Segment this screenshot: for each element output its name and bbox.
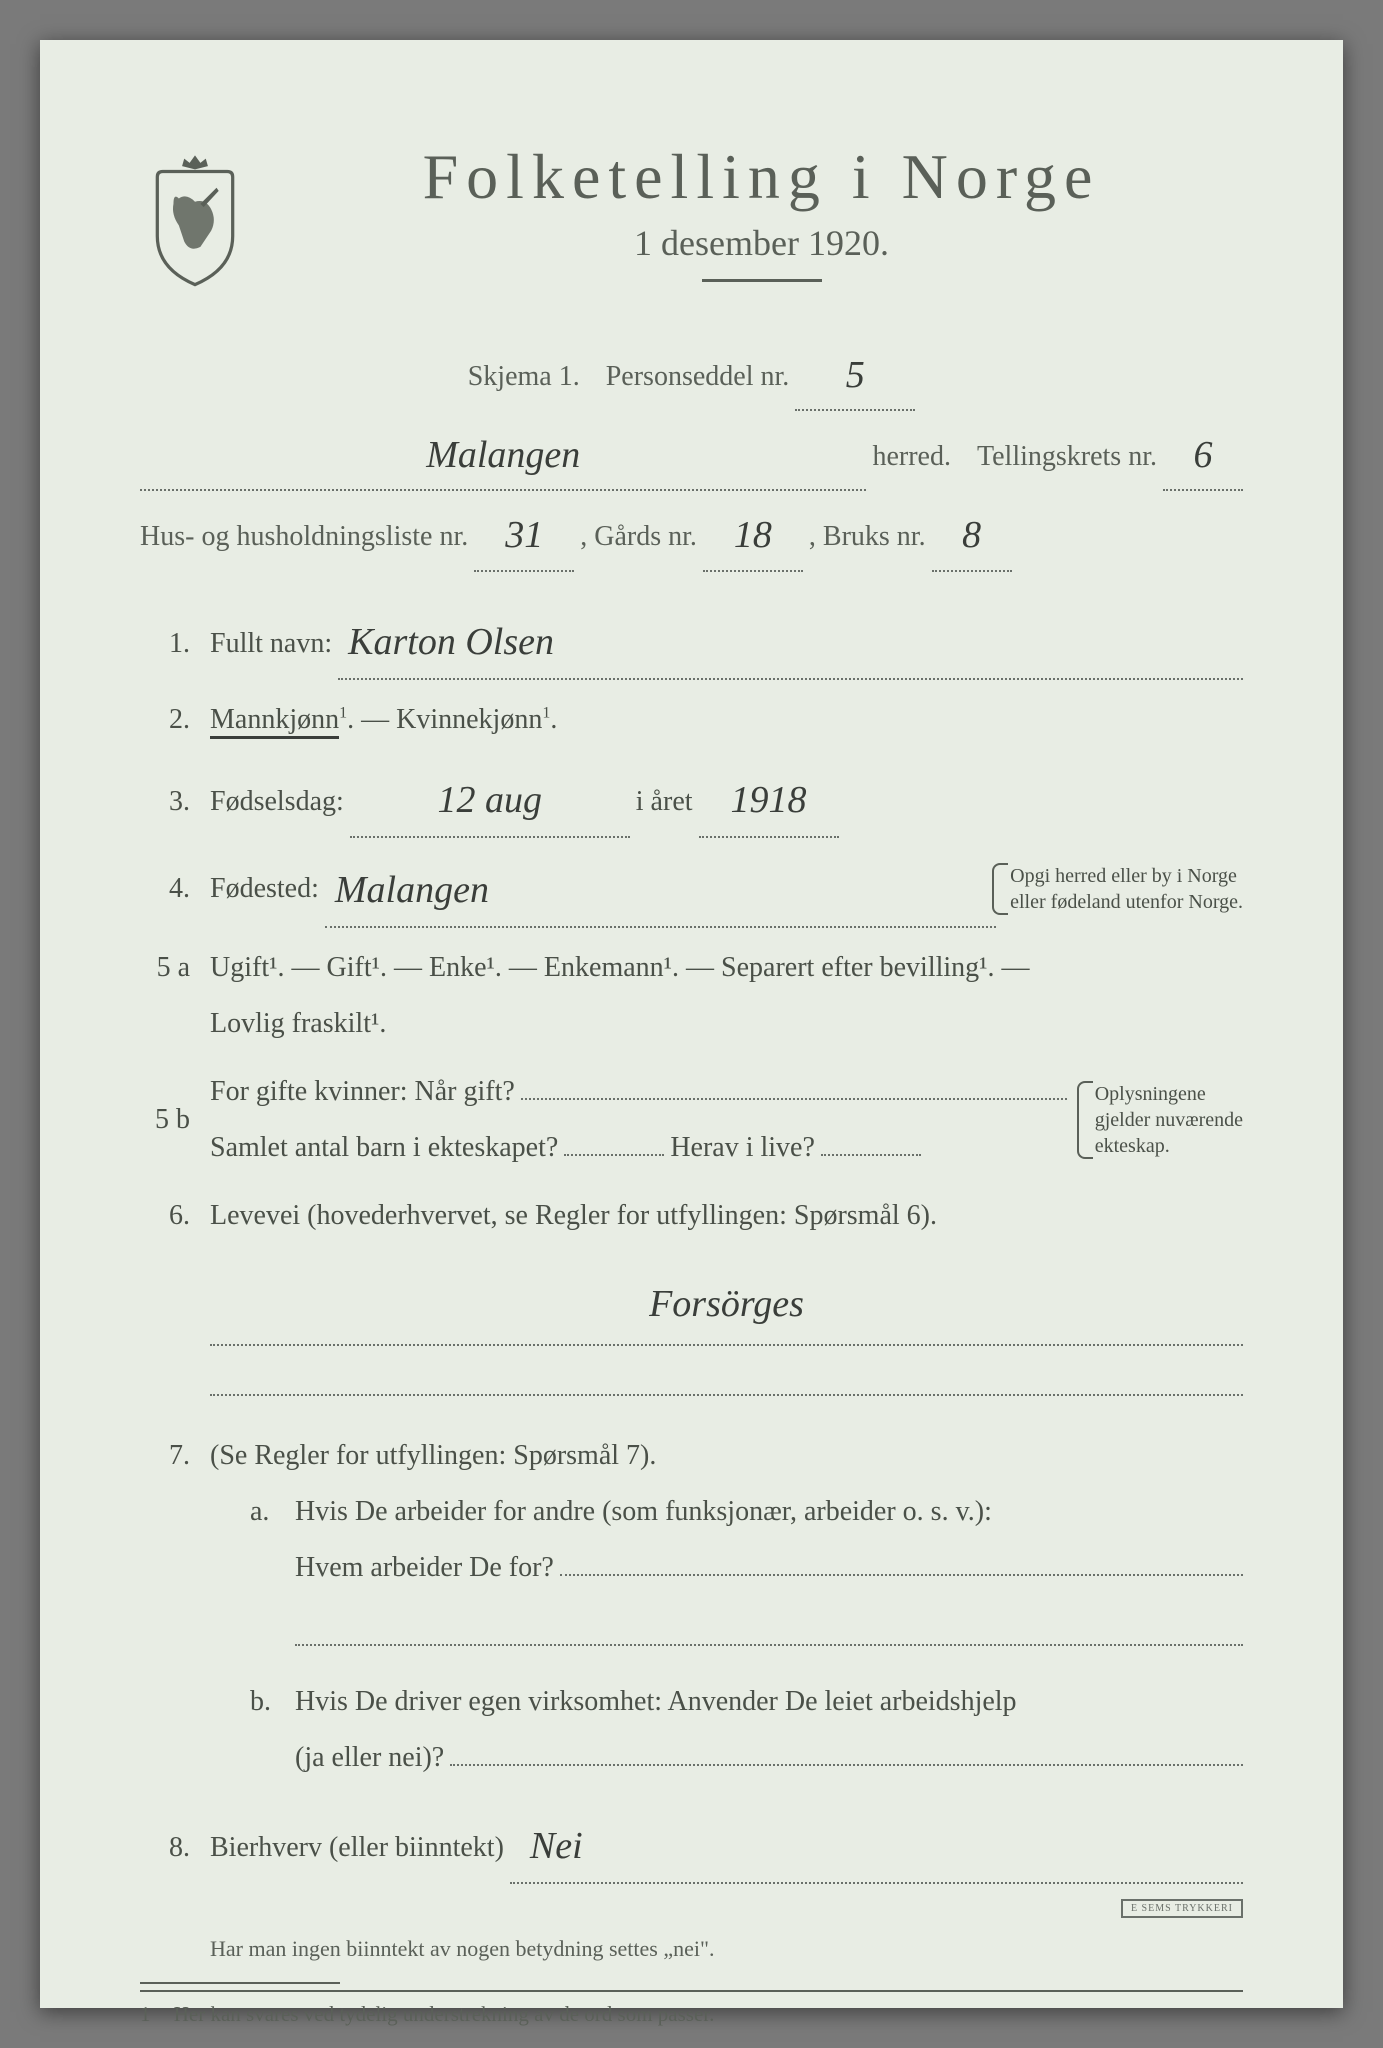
q3-label: Fødselsdag: — [210, 774, 344, 830]
q3-day: 12 aug — [438, 779, 543, 821]
q5b-num: 5 b — [140, 1092, 190, 1148]
line-skjema: Skjema 1. Personseddel nr. 5 — [140, 337, 1243, 411]
q7b-field — [450, 1764, 1243, 1766]
gards-field: 18 — [703, 497, 803, 571]
q7-num: 7. — [140, 1428, 190, 1484]
personseddel-label: Personseddel nr. — [606, 350, 790, 403]
q5b: 5 b For gifte kvinner: Når gift? Samlet … — [140, 1064, 1243, 1176]
main-title: Folketelling i Norge — [280, 140, 1243, 214]
q4-field: Malangen — [325, 850, 996, 928]
q3-num: 3. — [140, 774, 190, 830]
q4-note: Opgi herred eller by i Norge eller fødel… — [1010, 863, 1243, 915]
bruks-field: 8 — [932, 497, 1012, 571]
q6-label: Levevei (hovederhvervet, se Regler for u… — [210, 1200, 937, 1231]
q8-field: Nei — [510, 1806, 1243, 1884]
title-block: Folketelling i Norge 1 desember 1920. — [280, 140, 1243, 307]
q7a-field2 — [295, 1616, 1243, 1646]
footnote-text: Her kan svares ved tydelig understreknin… — [174, 2002, 715, 2026]
q7a-line1: Hvis De arbeider for andre (som funksjon… — [295, 1496, 992, 1527]
q5a: 5 a Ugift¹. — Gift¹. — Enke¹. — Enkemann… — [140, 940, 1243, 1052]
q5a-text2: Lovlig fraskilt¹. — [210, 1008, 386, 1039]
skjema-label: Skjema 1. — [468, 350, 580, 403]
bruks-label: , Bruks nr. — [809, 510, 926, 563]
gards-nr: 18 — [734, 514, 772, 556]
footnote-short-rule — [140, 1982, 340, 1984]
q7: 7. (Se Regler for utfyllingen: Spørsmål … — [140, 1428, 1243, 1794]
q4-value: Malangen — [335, 869, 489, 911]
q1: 1. Fullt navn: Karton Olsen — [140, 602, 1243, 680]
q3-year-label: i året — [636, 774, 693, 830]
q5b-barn-field — [564, 1154, 664, 1156]
line-husliste: Hus- og husholdningsliste nr. 31 , Gårds… — [140, 497, 1243, 571]
q1-field: Karton Olsen — [338, 602, 1243, 680]
q5a-num: 5 a — [140, 940, 190, 996]
printer-stamp: E SEMS TRYKKERI — [1121, 1899, 1243, 1918]
q1-value: Karton Olsen — [348, 621, 554, 663]
husliste-label: Hus- og husholdningsliste nr. — [140, 510, 468, 563]
header: Folketelling i Norge 1 desember 1920. — [140, 140, 1243, 307]
q7b: b. Hvis De driver egen virksomhet: Anven… — [250, 1674, 1243, 1786]
q7b-line1: Hvis De driver egen virksomhet: Anvender… — [295, 1686, 1017, 1717]
q3: 3. Fødselsdag: 12 aug i året 1918 — [140, 760, 1243, 838]
q7a-field — [560, 1574, 1243, 1576]
footnote-num: 1 — [140, 2002, 151, 2026]
q5b-live-field — [821, 1154, 921, 1156]
q7b-line2: (ja eller nei)? — [295, 1730, 444, 1786]
q1-num: 1. — [140, 616, 190, 672]
q7a-letter: a. — [250, 1484, 280, 1666]
tellingskrets-label: Tellingskrets nr. — [977, 430, 1157, 483]
q7b-letter: b. — [250, 1674, 280, 1786]
census-form-page: Folketelling i Norge 1 desember 1920. Sk… — [40, 40, 1343, 2008]
q8-value: Nei — [530, 1825, 583, 1867]
tellingskrets-nr: 6 — [1194, 434, 1213, 476]
q6-value: Forsörges — [649, 1283, 804, 1325]
q8-label: Bierhverv (eller biinntekt) — [210, 1820, 504, 1876]
footer-block: Har man ingen biinntekt av nogen betydni… — [140, 1924, 1243, 2027]
q1-label: Fullt navn: — [210, 616, 332, 672]
footer-note: Har man ingen biinntekt av nogen betydni… — [210, 1936, 1243, 1962]
bruks-nr: 8 — [962, 514, 981, 556]
herred-label: herred. — [872, 430, 951, 483]
q7a: a. Hvis De arbeider for andre (som funks… — [250, 1484, 1243, 1666]
q4-label: Fødested: — [210, 861, 319, 917]
q6: 6. Levevei (hovederhvervet, se Regler fo… — [140, 1188, 1243, 1416]
line-herred: Malangen herred. Tellingskrets nr. 6 — [140, 417, 1243, 491]
q2-opt2: Kvinnekjønn — [396, 704, 542, 735]
husliste-field: 31 — [474, 497, 574, 571]
footnote-main: 1 Her kan svares ved tydelig understrekn… — [140, 1990, 1243, 2027]
q7a-line2: Hvem arbeider De for? — [295, 1540, 554, 1596]
q5b-line2b: Herav i live? — [670, 1120, 815, 1176]
title-rule — [702, 279, 822, 282]
q5b-line2a: Samlet antal barn i ekteskapet? — [210, 1120, 558, 1176]
question-list: 1. Fullt navn: Karton Olsen 2. Mannkjønn… — [140, 602, 1243, 1884]
q2-opt1: Mannkjønn — [210, 704, 339, 739]
personseddel-nr: 5 — [846, 354, 865, 396]
q6-field2 — [210, 1366, 1243, 1396]
husliste-nr: 31 — [505, 514, 543, 556]
q8-num: 8. — [140, 1820, 190, 1876]
subtitle: 1 desember 1920. — [280, 222, 1243, 264]
gards-label: , Gårds nr. — [580, 510, 697, 563]
q7-label: (Se Regler for utfyllingen: Spørsmål 7). — [210, 1440, 656, 1471]
q6-field1: Forsörges — [210, 1264, 1243, 1346]
personseddel-nr-field: 5 — [795, 337, 915, 411]
q5b-note: Oplysningene gjelder nuværende ekteskap. — [1095, 1081, 1243, 1159]
q4-num: 4. — [140, 861, 190, 917]
q3-year-field: 1918 — [699, 760, 839, 838]
coat-of-arms-icon — [140, 150, 250, 290]
q5b-gift-field — [521, 1098, 1067, 1100]
q6-num: 6. — [140, 1188, 190, 1244]
q5b-line1a: For gifte kvinner: Når gift? — [210, 1064, 515, 1120]
q3-day-field: 12 aug — [350, 760, 630, 838]
q8: 8. Bierhverv (eller biinntekt) Nei — [140, 1806, 1243, 1884]
q5a-text: Ugift¹. — Gift¹. — Enke¹. — Enkemann¹. —… — [210, 952, 1030, 983]
tellingskrets-field: 6 — [1163, 417, 1243, 491]
q2: 2. Mannkjønn1. — Kvinnekjønn1. — [140, 692, 1243, 748]
q3-year: 1918 — [731, 779, 807, 821]
q4: 4. Fødested: Malangen Opgi herred eller … — [140, 850, 1243, 928]
q2-num: 2. — [140, 692, 190, 748]
herred-field: Malangen — [140, 417, 866, 491]
herred-value: Malangen — [426, 434, 580, 476]
